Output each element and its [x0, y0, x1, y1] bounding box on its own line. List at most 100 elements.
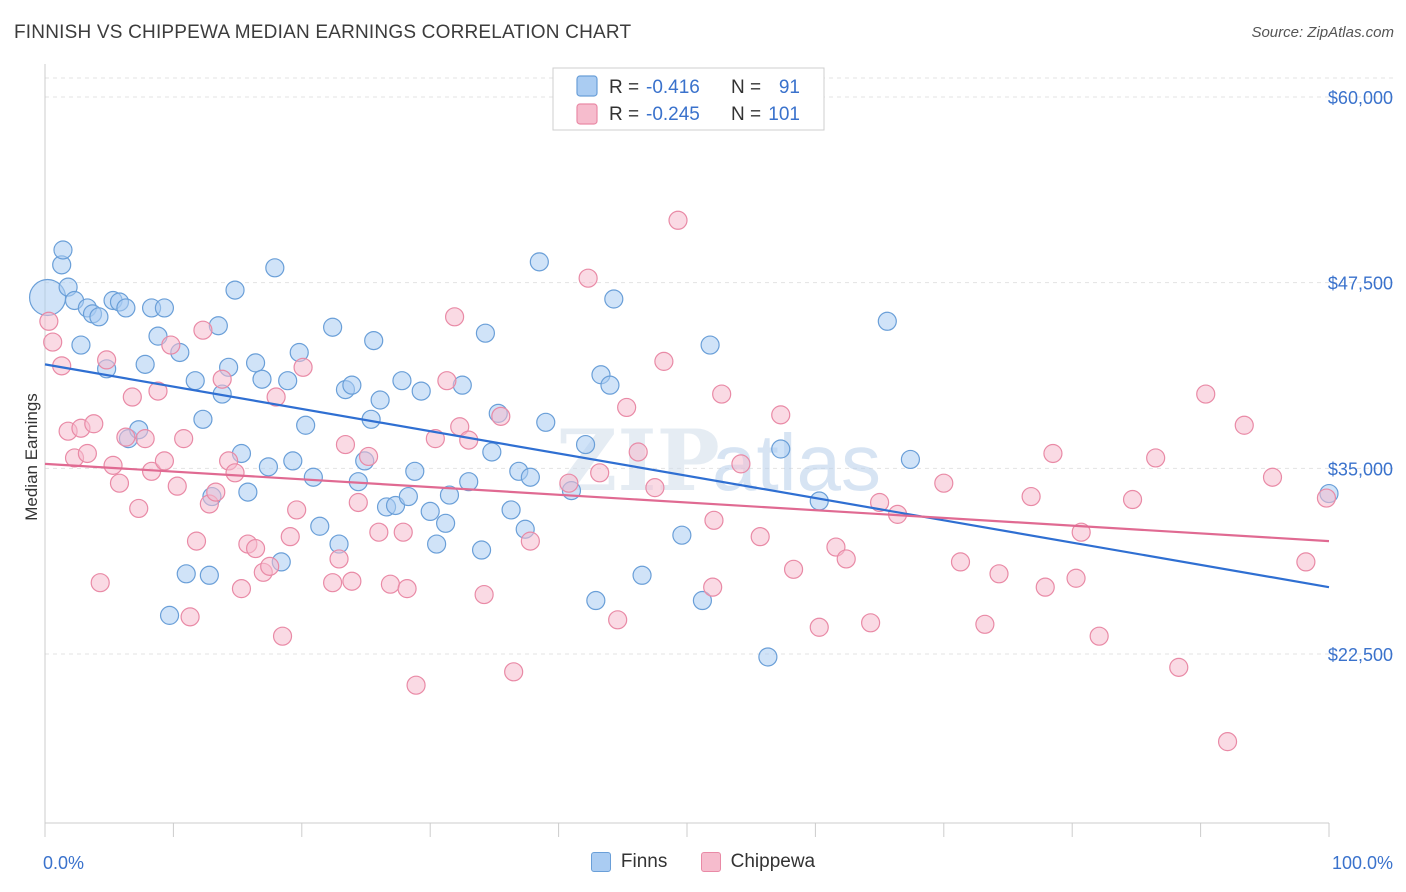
chippewa-point — [809, 617, 829, 637]
chippewa-point — [459, 430, 479, 450]
chippewa-point — [437, 371, 457, 391]
chippewa-point — [393, 522, 413, 542]
chippewa-point — [668, 210, 688, 230]
finns-point — [258, 457, 279, 477]
chippewa-point — [109, 473, 130, 493]
x-tick-label: 100.0% — [1332, 853, 1393, 873]
chippewa-point — [167, 476, 187, 496]
finns-point — [199, 565, 219, 585]
finns-point — [520, 467, 540, 487]
trend-lines — [44, 363, 1330, 589]
chippewa-point — [578, 268, 598, 288]
finns-point — [296, 415, 316, 435]
legend-item-chippewa[interactable]: Chippewa — [700, 851, 816, 873]
chart-title: FINNISH VS CHIPPEWA MEDIAN EARNINGS CORR… — [14, 22, 632, 43]
chippewa-point — [1262, 467, 1283, 487]
chippewa-point — [380, 574, 400, 594]
finns-point — [53, 240, 73, 260]
finns-point — [877, 311, 897, 331]
chippewa-point — [654, 351, 674, 371]
chippewa-point — [425, 429, 445, 449]
chippewa-point — [287, 500, 307, 520]
legend-item-finns[interactable]: Finns — [590, 851, 667, 873]
chippewa-point — [504, 662, 524, 682]
finns-point — [632, 565, 652, 585]
finns-point — [265, 258, 285, 278]
finns-point — [225, 280, 245, 300]
y-tick-label: $60,000 — [1328, 88, 1393, 108]
finns-point — [405, 461, 425, 481]
legend-finns-r-value: -0.416 — [646, 77, 700, 98]
chippewa-point — [245, 538, 266, 559]
finns-point — [575, 434, 596, 455]
chippewa-point — [1021, 486, 1041, 507]
chippewa-point — [703, 577, 723, 597]
chippewa-point — [116, 427, 136, 447]
legend-chippewa-r-label: R = — [609, 104, 639, 125]
chippewa-point — [520, 531, 540, 551]
chippewa-point — [193, 320, 213, 340]
chippewa-point — [231, 579, 252, 599]
finns-point — [672, 525, 692, 545]
legend-finns-r-label: R = — [609, 77, 639, 98]
legend-finns-swatch — [576, 75, 598, 97]
chippewa-point — [148, 381, 168, 401]
chippewa-point — [989, 564, 1009, 584]
x-tick-label: 0.0% — [43, 853, 84, 873]
finns-point — [771, 439, 791, 459]
chippewa-point — [397, 579, 417, 599]
chippewa-point — [135, 429, 155, 449]
chippewa-point — [474, 584, 494, 605]
chippewa-point — [97, 350, 117, 370]
chippewa-point — [608, 610, 628, 630]
finns-point — [471, 540, 492, 560]
finns-point — [427, 534, 447, 554]
finns-point — [436, 513, 456, 533]
bottom-legend: Finns Chippewa — [0, 851, 1406, 878]
chippewa-point — [1066, 568, 1086, 588]
finns-point — [809, 491, 829, 511]
chippewa-point — [90, 573, 110, 593]
legend-box: R = -0.416 N = 91 R = -0.245 N = 101 — [552, 67, 825, 131]
chippewa-point — [559, 473, 579, 493]
chippewa-point — [1234, 415, 1254, 435]
finns-point — [278, 371, 298, 391]
chippewa-point — [1043, 443, 1063, 464]
finns-point — [604, 289, 624, 309]
finns-point — [501, 500, 521, 520]
chippewa-point — [84, 414, 104, 434]
finns-point — [475, 323, 496, 343]
finns-swatch — [590, 852, 611, 872]
finns-point — [71, 335, 91, 355]
finns-trend-line — [44, 363, 1330, 589]
chippewa-swatch — [700, 852, 721, 872]
finns-point — [185, 371, 205, 391]
y-tick-label: $35,000 — [1328, 459, 1393, 479]
legend-label-chippewa: Chippewa — [730, 851, 816, 872]
chippewa-point — [771, 405, 791, 425]
chippewa-point — [836, 549, 856, 569]
chippewa-point — [154, 451, 175, 471]
finns-point — [600, 375, 620, 395]
y-tick-label: $22,500 — [1328, 645, 1393, 665]
chippewa-point — [783, 559, 804, 579]
finns-point — [135, 354, 155, 374]
chippewa-point — [348, 492, 368, 513]
finns-point — [176, 564, 196, 584]
chippewa-point — [869, 492, 890, 513]
finns-point — [116, 298, 136, 318]
finns-point — [439, 485, 460, 505]
chippewa-point — [280, 527, 300, 547]
chippewa-point — [358, 446, 379, 467]
finns-point — [586, 590, 606, 611]
y-axis-label: Median Earnings — [22, 393, 41, 521]
chippewa-point — [129, 498, 149, 519]
chippewa-point — [406, 675, 426, 695]
chippewa-point — [43, 332, 63, 352]
finns-point — [283, 451, 303, 471]
chippewa-point — [491, 406, 511, 426]
chippewa-point — [1169, 657, 1189, 677]
finns-point — [482, 442, 502, 462]
chippewa-point — [293, 357, 313, 377]
